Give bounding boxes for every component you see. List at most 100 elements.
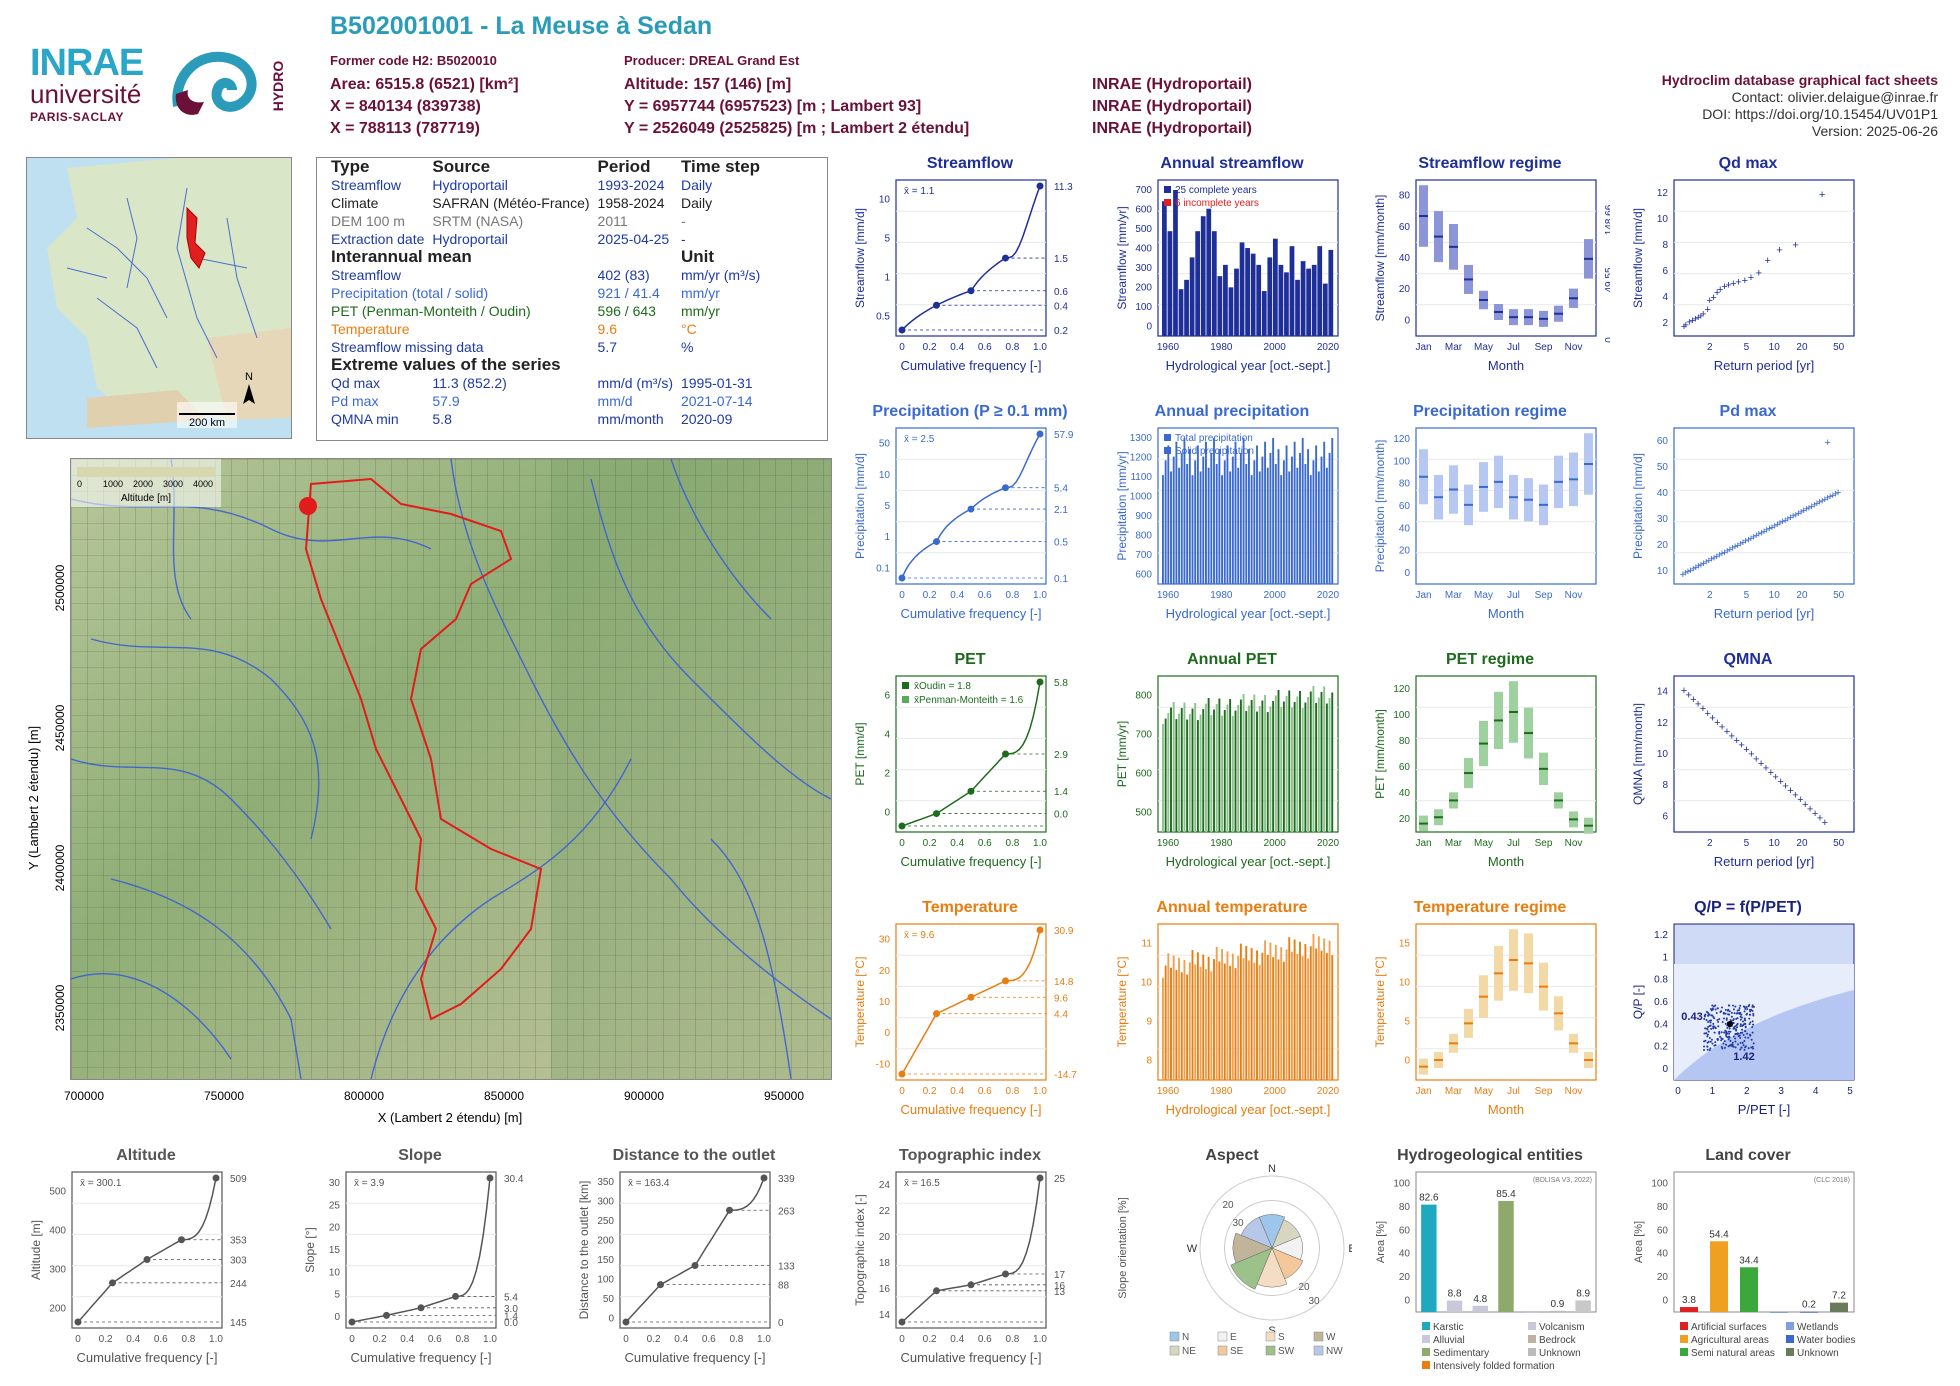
chart-title: Land cover <box>1705 1147 1790 1164</box>
return-point: + <box>1830 490 1836 502</box>
data-point <box>1744 1030 1747 1033</box>
data-point <box>1739 1018 1742 1021</box>
return-point: + <box>1816 497 1822 509</box>
table-row: Precipitation (total / solid) 921 / 41.4 m… <box>331 285 720 301</box>
annual-bar <box>1317 471 1320 584</box>
annual-bar <box>1211 231 1217 336</box>
quantile-point <box>1036 1174 1044 1182</box>
quantile-point <box>1002 254 1009 262</box>
data-label: 4.8 <box>1473 1294 1487 1305</box>
legend-swatch <box>1265 1331 1276 1342</box>
data-point <box>1732 1019 1735 1022</box>
return-point: + <box>1693 562 1699 574</box>
quantile-point <box>898 822 906 830</box>
x-tick-label: 0.8 <box>181 1334 195 1345</box>
y-axis-label: Temperature [°C] <box>1115 957 1129 1048</box>
x-tick-label: Jan <box>1415 342 1431 353</box>
return-point: + <box>1748 533 1754 545</box>
category-bar <box>1446 1300 1463 1312</box>
y-tick-label: 0.1 <box>876 563 890 574</box>
annual-bar <box>1280 475 1283 584</box>
x-tick-label: 2000 <box>1264 1086 1287 1097</box>
mean-label: x̄ = 16.5 <box>904 1178 940 1189</box>
data-point <box>1743 1022 1746 1025</box>
chart-title: Q/P = f(P/PET) <box>1694 899 1802 916</box>
annual-bar <box>1234 710 1237 832</box>
chart-title: Altitude <box>116 1147 176 1164</box>
annual-bar <box>1312 686 1315 832</box>
y-tick-label: 0 <box>1404 1056 1410 1067</box>
x-tick-label: 50 <box>1833 342 1845 353</box>
y-tick-label: 22 <box>879 1206 891 1217</box>
data-point <box>1738 1011 1741 1014</box>
x-tick-label: May <box>1474 838 1493 849</box>
y-tick-label: 15 <box>329 1245 341 1256</box>
annual-bar <box>1205 703 1207 832</box>
right-tick-label: 145 <box>230 1318 247 1329</box>
temp-regime-chart: Temperature regime Jan Mar May Jul Sep Nov 0 5 10… <box>1373 899 1597 1117</box>
y-tick-label: 9 <box>1146 1017 1152 1028</box>
right-tick-label: 4.4 <box>1054 1010 1068 1021</box>
return-point: + <box>1704 708 1710 720</box>
annual-bar <box>1210 452 1213 584</box>
legend-swatch <box>1422 1348 1430 1356</box>
right-tick-label: 16 <box>1054 1281 1066 1292</box>
data-point <box>1714 1008 1717 1011</box>
quantile-point <box>898 1318 906 1326</box>
annual-bar <box>1237 955 1240 1080</box>
return-point: + <box>1808 501 1814 513</box>
table-row: Temperature 9.6 °C <box>331 321 697 337</box>
y-tick-label: 40 <box>1399 1249 1411 1260</box>
legend-swatch <box>1164 447 1171 454</box>
y-tick-label: 10 <box>1657 749 1669 760</box>
return-point: + <box>1807 803 1813 815</box>
x-tick-label: Nov <box>1565 1086 1583 1097</box>
y-axis-label: PET [mm/yr] <box>1115 721 1129 787</box>
data-point <box>1735 1028 1738 1031</box>
return-point: + <box>1817 812 1823 824</box>
data-point <box>1732 1004 1735 1007</box>
y-tick-label: 5 <box>884 501 890 512</box>
streamflow-regime-chart: Streamflow regime Jan Mar May Jul Sep Nov 148.6… <box>1373 155 1610 373</box>
table-section-header: Extreme values of the series <box>331 355 561 374</box>
return-point: + <box>1768 767 1774 779</box>
annual-bar <box>1234 441 1237 584</box>
annual-pet-chart: Annual PET 1960 1980 2000 2020 500 600 700 800 Hy… <box>1115 651 1340 869</box>
return-point: + <box>1733 735 1739 747</box>
annual-bar <box>1274 464 1277 584</box>
annual-bar <box>1272 701 1275 832</box>
annual-bar <box>1180 452 1183 584</box>
svg-text:2000: 2000 <box>133 479 153 489</box>
plot-area <box>895 1171 1047 1329</box>
data-point <box>1742 1005 1745 1008</box>
x-tick-label: 0.4 <box>950 838 964 849</box>
y-tick-label: 20 <box>879 966 891 977</box>
data-point <box>1748 1017 1751 1020</box>
annual-bar <box>1226 951 1229 1080</box>
annual-bar <box>1304 943 1307 1080</box>
quantile-point <box>622 1318 630 1326</box>
y-tick-label: 120 <box>1393 434 1410 445</box>
x-tick-label: 0.6 <box>154 1334 168 1345</box>
data-point <box>1714 1027 1717 1030</box>
annual-bar <box>1311 264 1317 336</box>
source-note: (BDLISA V3, 2022) <box>1533 1177 1592 1184</box>
y-tick-label: 40 <box>1657 1249 1669 1260</box>
annual-bar <box>1196 445 1199 584</box>
x-tick-label: 0.4 <box>674 1334 688 1345</box>
y-tick-label: 11 <box>1142 939 1153 950</box>
return-point: + <box>1695 312 1701 324</box>
annual-bar <box>1269 942 1272 1080</box>
x-lambert2: X = 788113 (787719) <box>330 120 480 137</box>
x-tick-label: 1.0 <box>209 1334 223 1345</box>
annual-bar <box>1237 705 1240 832</box>
y-tick-label: 300 <box>1135 263 1152 274</box>
x-tick-label: 20 <box>1796 342 1808 353</box>
y-tick-label: 100 <box>597 1274 614 1285</box>
return-point: + <box>1824 437 1830 449</box>
return-point: + <box>1776 244 1782 256</box>
x-tick-label: 1980 <box>1210 838 1233 849</box>
quantile-point <box>1036 678 1044 686</box>
annual-bar <box>1258 471 1261 584</box>
return-point: + <box>1748 272 1754 284</box>
